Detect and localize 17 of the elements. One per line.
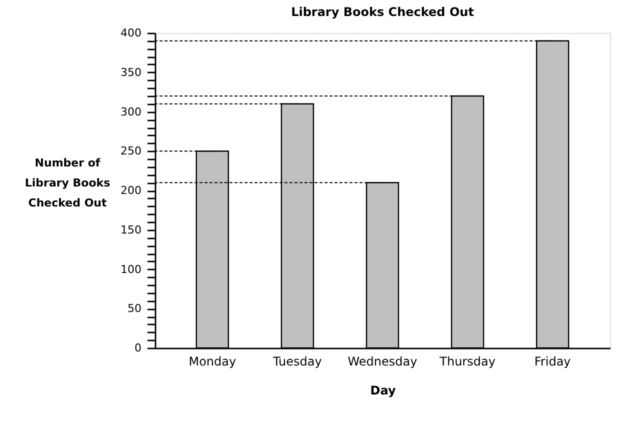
y-tick-label: 250	[120, 144, 142, 158]
y-tick-label: 200	[120, 184, 142, 197]
x-tick-label: Friday	[534, 354, 571, 368]
y-tick-label: 400	[120, 26, 142, 40]
x-tick-label: Wednesday	[348, 354, 418, 368]
x-tick-label: Monday	[188, 354, 236, 368]
y-tick-label: 100	[120, 262, 142, 276]
x-tick-label: Tuesday	[272, 354, 322, 368]
y-tick-label: 350	[120, 66, 142, 79]
y-tick-label: 300	[120, 105, 142, 118]
y-tick-label: 150	[120, 223, 142, 236]
x-tick-label: Thursday	[438, 354, 496, 368]
x-axis-title: Day	[370, 384, 396, 398]
chart-title: Library Books Checked Out	[291, 5, 474, 19]
y-axis-title: Number of Library Books Checked Out	[24, 156, 111, 210]
y-tick-label: 0	[134, 342, 142, 354]
y-tick-label: 50	[128, 302, 142, 316]
